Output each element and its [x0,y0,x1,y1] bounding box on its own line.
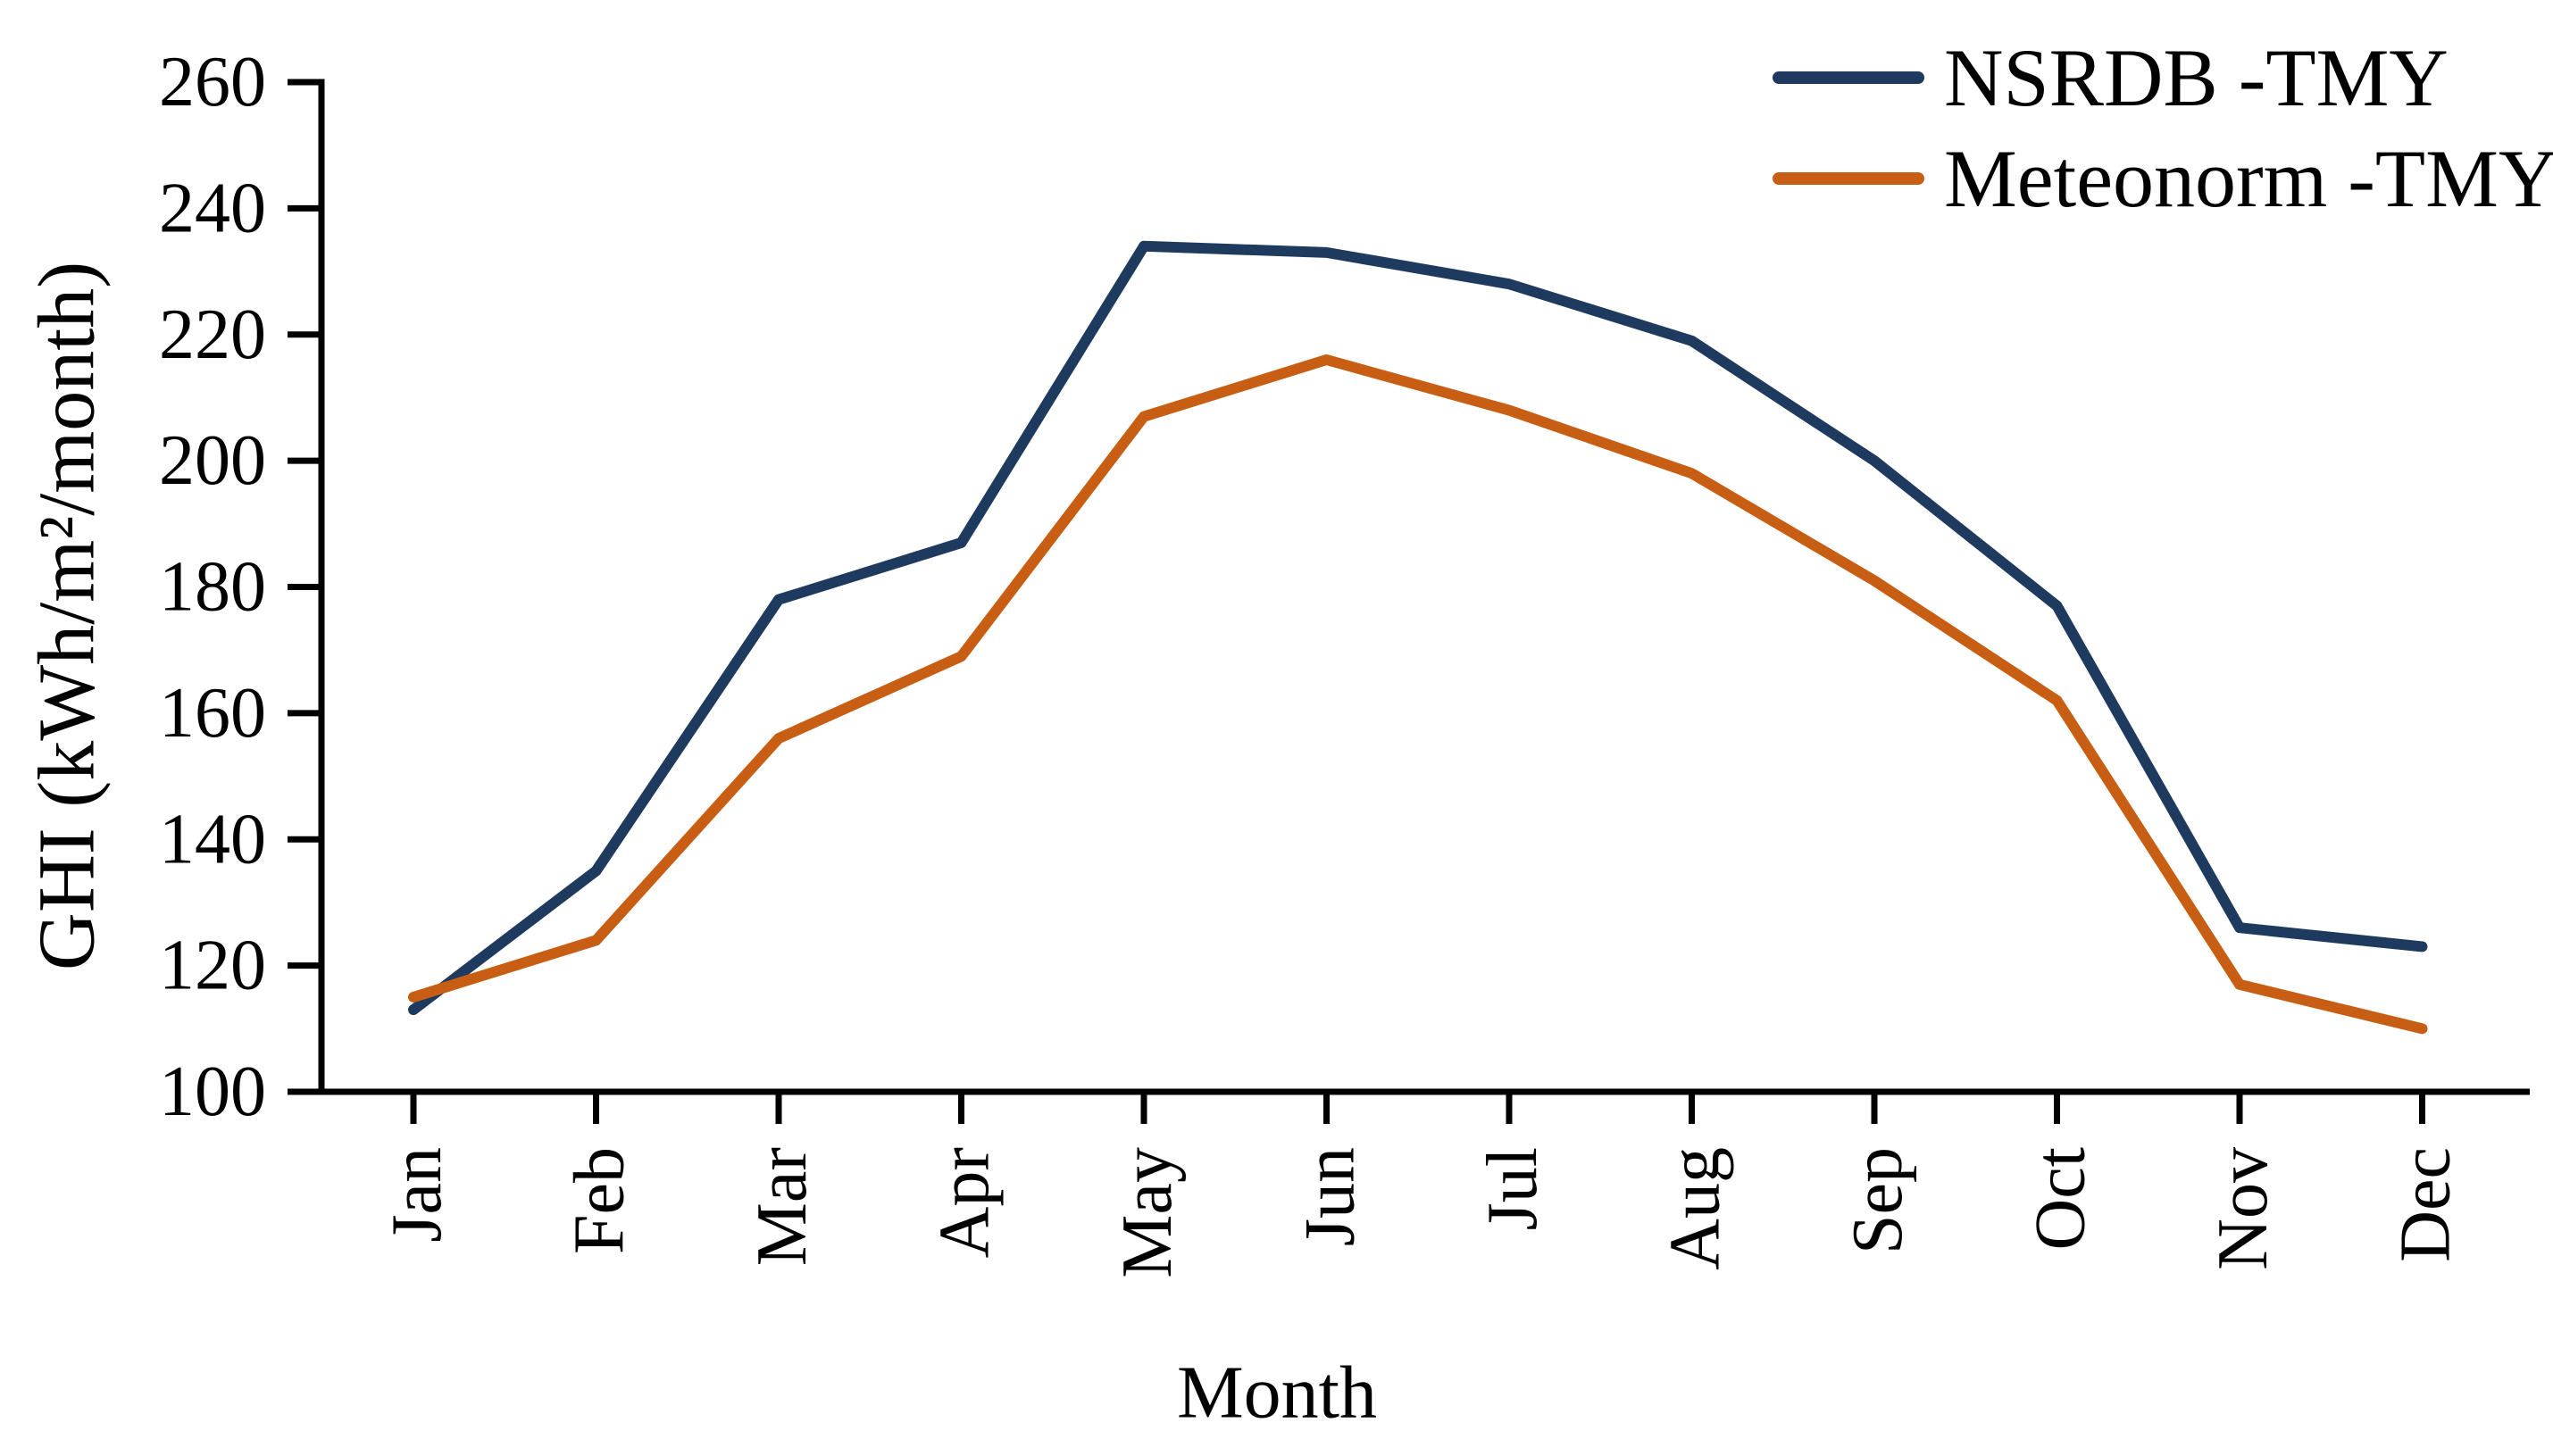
month-tick-label: Apr [926,1147,1005,1258]
y-tick-label: 240 [159,169,266,247]
y-tick-label: 220 [159,295,266,374]
month-tick-label: Feb [561,1147,639,1254]
month-tick-label: Jan [378,1147,456,1243]
month-tick-label: Mar [743,1147,822,1266]
y-tick-label: 180 [159,548,266,627]
month-tick-label: Sep [1839,1147,1917,1254]
month-tick-label: May [1108,1147,1187,1278]
month-tick-label: Oct [2022,1147,2100,1251]
legend-item-meteonorm-tmy: Meteonorm -TMY [1773,128,2553,229]
month-tick-label: Jul [1473,1147,1552,1230]
y-tick-label: 260 [159,43,266,121]
month-tick-label: Nov [2204,1147,2282,1270]
y-tick-label: 120 [159,927,266,1005]
x-axis-title: Month [1176,1351,1378,1435]
series-line-nsrdb-tmy [408,240,2428,1016]
month-tick-label: Dec [2387,1147,2465,1262]
legend: NSRDB -TMY Meteonorm -TMY [1773,27,2553,229]
y-axis-title: GHI (kWh/m²/month) [22,261,112,971]
y-tick-label: 160 [159,674,266,753]
meteonorm-line-swatch [1773,171,1924,185]
legend-item-nsrdb-tmy: NSRDB -TMY [1773,27,2553,128]
y-tick-label: 200 [159,421,266,500]
legend-label-meteonorm-tmy: Meteonorm -TMY [1944,132,2553,224]
nsrdb-line-swatch [1773,71,1924,84]
y-tick-label: 100 [159,1052,266,1131]
month-tick-label: Jun [1291,1147,1370,1246]
month-tick-label: Aug [1656,1147,1735,1270]
series-line-meteonorm-tmy [408,354,2428,1035]
y-tick-label: 140 [159,800,266,878]
legend-label-nsrdb-tmy: NSRDB -TMY [1944,31,2449,123]
